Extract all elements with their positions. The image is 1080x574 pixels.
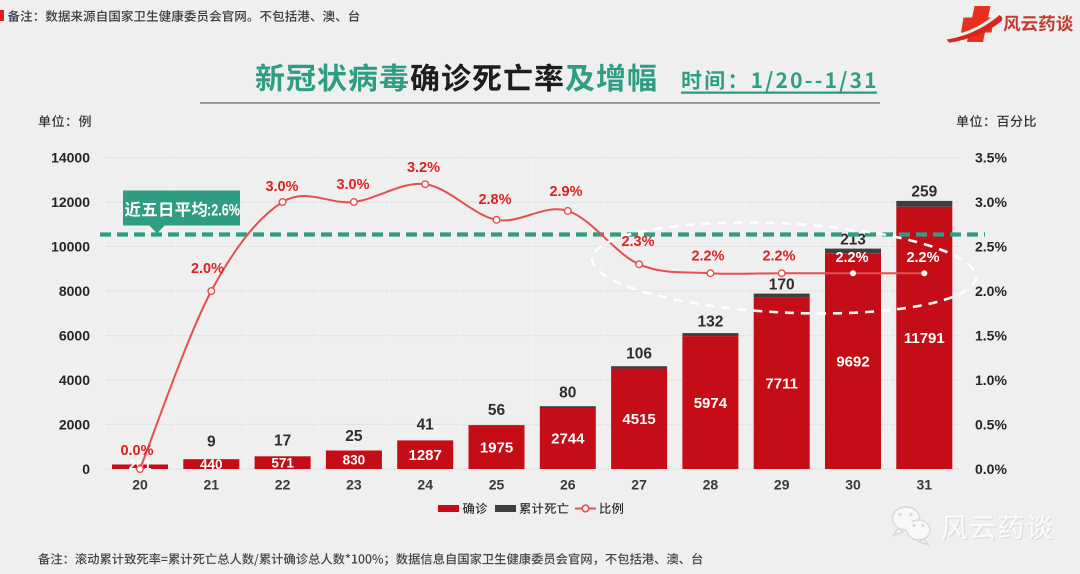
svg-text:9692: 9692 — [836, 353, 869, 370]
svg-text:26: 26 — [560, 477, 576, 493]
svg-text:21: 21 — [204, 477, 220, 493]
svg-text:29: 29 — [774, 477, 790, 493]
svg-text:14000: 14000 — [51, 149, 90, 165]
svg-text:28: 28 — [703, 477, 719, 493]
svg-text:3.0%: 3.0% — [265, 179, 298, 195]
svg-text:830: 830 — [343, 453, 366, 468]
svg-text:2.2%: 2.2% — [762, 248, 795, 264]
svg-text:1287: 1287 — [409, 447, 442, 464]
svg-text:20: 20 — [132, 477, 148, 493]
svg-text:132: 132 — [697, 313, 723, 330]
svg-text:11791: 11791 — [904, 330, 945, 347]
svg-text:80: 80 — [559, 385, 576, 402]
svg-text:0.5%: 0.5% — [975, 416, 1007, 432]
svg-text:31: 31 — [917, 477, 933, 493]
svg-text:0.0%: 0.0% — [975, 461, 1007, 477]
svg-text:440: 440 — [200, 457, 223, 472]
svg-text:2.2%: 2.2% — [906, 250, 939, 266]
svg-text:3.0%: 3.0% — [975, 194, 1007, 210]
svg-text:170: 170 — [769, 276, 795, 293]
svg-text:6000: 6000 — [59, 327, 90, 343]
svg-text:27: 27 — [631, 477, 647, 493]
svg-text:106: 106 — [626, 346, 652, 363]
svg-text:8000: 8000 — [59, 283, 90, 299]
svg-text:2.0%: 2.0% — [975, 283, 1007, 299]
svg-text:2744: 2744 — [551, 431, 585, 448]
svg-text::2.6%: :2.6% — [207, 201, 240, 220]
svg-text:17: 17 — [274, 433, 291, 450]
svg-text:0: 0 — [82, 461, 90, 477]
svg-text:56: 56 — [488, 402, 506, 419]
svg-text:3.2%: 3.2% — [407, 160, 440, 176]
svg-text:2.3%: 2.3% — [621, 234, 654, 250]
svg-text:3.5%: 3.5% — [975, 149, 1007, 165]
svg-text:4515: 4515 — [622, 411, 655, 428]
svg-text:30: 30 — [845, 477, 861, 493]
svg-text:4000: 4000 — [59, 372, 90, 388]
svg-text:41: 41 — [417, 416, 435, 433]
svg-text:213: 213 — [840, 231, 866, 248]
svg-text:7711: 7711 — [765, 376, 798, 393]
svg-text:1.5%: 1.5% — [975, 327, 1007, 343]
svg-text:24: 24 — [417, 477, 433, 493]
svg-text:2000: 2000 — [59, 416, 90, 432]
svg-text:571: 571 — [271, 455, 294, 470]
svg-text:12000: 12000 — [51, 194, 90, 210]
svg-text:2.2%: 2.2% — [835, 250, 868, 266]
svg-text:2.5%: 2.5% — [975, 238, 1007, 254]
svg-text:5974: 5974 — [694, 395, 728, 412]
svg-text:2.9%: 2.9% — [549, 184, 582, 200]
svg-text:2.8%: 2.8% — [478, 192, 511, 208]
svg-text:22: 22 — [275, 477, 291, 493]
svg-text:3.0%: 3.0% — [336, 177, 369, 193]
svg-text:25: 25 — [345, 428, 363, 445]
svg-text:1975: 1975 — [480, 439, 513, 456]
svg-text:23: 23 — [346, 477, 362, 493]
svg-text:2.2%: 2.2% — [691, 248, 724, 264]
svg-text:2.0%: 2.0% — [191, 261, 224, 277]
svg-text:25: 25 — [489, 477, 505, 493]
svg-text:259: 259 — [911, 184, 937, 201]
svg-text:1.0%: 1.0% — [975, 372, 1007, 388]
svg-text:9: 9 — [207, 433, 216, 450]
svg-text:0.0%: 0.0% — [120, 443, 153, 459]
svg-text:10000: 10000 — [51, 238, 90, 254]
